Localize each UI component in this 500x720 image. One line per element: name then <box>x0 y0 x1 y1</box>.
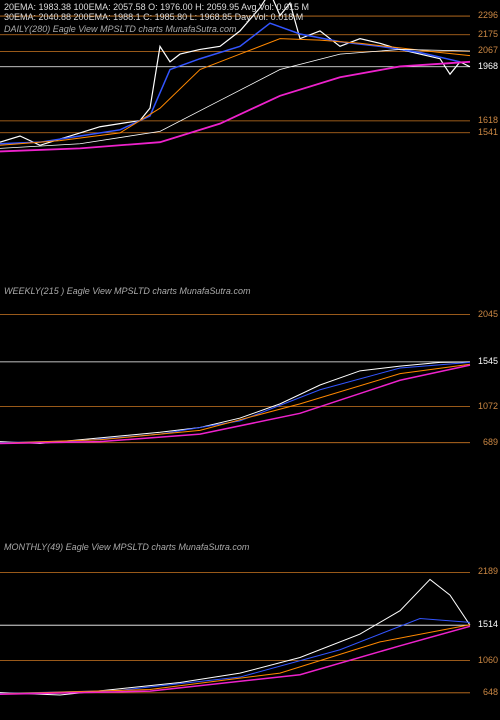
daily-ema100-line <box>0 49 470 148</box>
monthly-ema30-line <box>0 625 470 694</box>
price-level-label: 2067 <box>478 45 498 55</box>
daily-ema30-line <box>0 39 470 146</box>
price-level-label: 1541 <box>478 127 498 137</box>
price-level-label: 1545 <box>478 356 498 366</box>
daily-ema20-line <box>0 23 460 144</box>
weekly-ema200-line <box>0 365 470 443</box>
monthly-panel-label: MONTHLY(49) Eagle View MPSLTD charts Mun… <box>4 542 249 552</box>
price-level-label: 648 <box>483 687 498 697</box>
header-line-2: 30EMA: 2040.88 200EMA: 1988.1 C: 1985.80… <box>4 12 303 22</box>
header-line-1: 20EMA: 1983.38 100EMA: 2057.58 O: 1976.0… <box>4 2 309 12</box>
price-level-label: 2045 <box>478 309 498 319</box>
price-level-label: 1968 <box>478 61 498 71</box>
price-level-label: 1072 <box>478 401 498 411</box>
price-level-label: 689 <box>483 437 498 447</box>
price-level-label: 2175 <box>478 29 498 39</box>
price-level-label: 2296 <box>478 10 498 20</box>
weekly-ema20-line <box>0 362 470 442</box>
price-level-label: 2189 <box>478 566 498 576</box>
price-level-label: 1060 <box>478 655 498 665</box>
weekly-panel-label: WEEKLY(215 ) Eagle View MPSLTD charts Mu… <box>4 286 250 296</box>
price-level-label: 1514 <box>478 619 498 629</box>
daily-panel-label: DAILY(280) Eagle View MPSLTD charts Muna… <box>4 24 236 34</box>
price-level-label: 1618 <box>478 115 498 125</box>
chart-canvas <box>0 0 500 720</box>
weekly-ema30-line <box>0 364 470 443</box>
